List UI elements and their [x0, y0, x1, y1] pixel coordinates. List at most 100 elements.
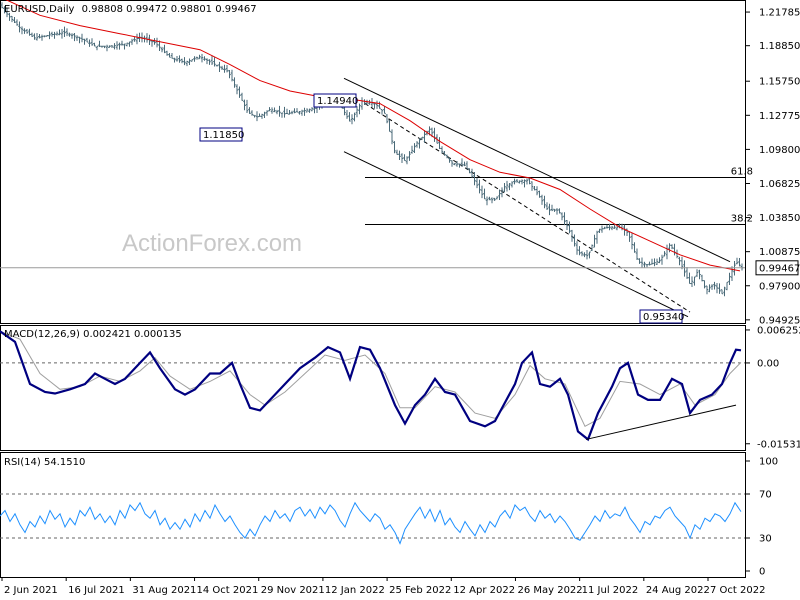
price-bar: [455, 161, 459, 167]
price-bar: [198, 54, 201, 60]
price-bar: [28, 28, 31, 36]
price-bar: [520, 179, 524, 185]
price-bar: [475, 177, 479, 189]
price-bar: [568, 221, 571, 234]
price-bar: [200, 53, 204, 63]
price-bar: [468, 168, 471, 174]
price-bar: [578, 246, 581, 256]
chart-header: EURUSD,Daily 0.98808 0.99472 0.98801 0.9…: [4, 4, 257, 15]
price-bar: [205, 58, 209, 65]
price-bar: [573, 234, 576, 247]
price-bar: [440, 146, 444, 154]
price-bar: [470, 168, 474, 178]
price-annotation-label: 0.95340: [643, 312, 684, 323]
price-bar: [23, 28, 26, 34]
price-bar: [3, 6, 6, 14]
price-bar: [30, 32, 34, 37]
price-bar: [188, 58, 191, 65]
price-y-tick-label: 1.15750: [759, 77, 800, 88]
price-bar: [388, 119, 391, 132]
price-y-axis: 1.21785 1.18850 1.15750 1.12775 1.09800 1.068…: [745, 8, 800, 326]
price-annotations: 0.99467 1.14940 1.11850 0.95340: [199, 93, 800, 324]
price-bar: [423, 130, 426, 143]
price-bar: [483, 188, 486, 200]
price-bar: [420, 136, 424, 140]
price-bar: [728, 272, 731, 285]
price-bar: [208, 59, 211, 65]
price-bar: [680, 256, 684, 270]
price-bar: [155, 37, 159, 48]
price-bar: [700, 274, 704, 282]
price-bar: [400, 153, 404, 163]
price-bar: [595, 230, 599, 244]
price-bar: [243, 99, 246, 111]
price-bar: [238, 86, 241, 98]
rsi-title: RSI(14) 54.1510: [4, 457, 85, 468]
price-bar: [515, 179, 519, 183]
watermark: ActionForex.com: [122, 230, 302, 257]
price-bar: [538, 190, 541, 198]
price-bar: [695, 269, 699, 277]
price-bar: [298, 111, 301, 115]
price-bar: [73, 33, 76, 42]
price-annotation-box: [639, 309, 683, 324]
price-bar: [253, 114, 256, 118]
price-bar: [645, 264, 649, 268]
price-bar: [195, 56, 199, 60]
price-bar: [540, 194, 544, 205]
price-bar: [230, 69, 234, 82]
price-y-tick-label: 0.97900: [759, 281, 800, 292]
rsi-levels: [0, 493, 745, 539]
price-bar: [710, 284, 714, 290]
price-bar: [305, 108, 309, 113]
price-bar: [543, 195, 546, 209]
price-bar: [410, 145, 414, 154]
price-bar: [580, 251, 584, 257]
price-bar: [218, 61, 221, 72]
price-bar: [655, 258, 659, 265]
macd-y-tick-label: -0.015317: [757, 439, 800, 450]
macd-signal-line: [0, 330, 742, 427]
price-bar: [608, 223, 611, 231]
price-bar: [70, 33, 74, 39]
price-bar: [503, 183, 506, 193]
price-bar: [615, 226, 619, 231]
price-bar: [685, 267, 689, 279]
price-bar: [545, 202, 549, 210]
price-bar: [500, 187, 504, 198]
price-bar: [165, 50, 169, 56]
price-bar: [723, 286, 726, 297]
price-bar: [570, 229, 574, 242]
price-bar: [718, 283, 721, 294]
price-bar: [678, 256, 681, 266]
price-bar: [640, 257, 644, 268]
price-bar: [163, 44, 166, 54]
price-bar: [60, 29, 64, 39]
price-bar: [530, 181, 534, 191]
price-bar: [8, 12, 11, 21]
price-bar: [425, 130, 429, 136]
price-bar: [478, 179, 481, 194]
price-bar: [13, 17, 16, 23]
price-bar: [385, 114, 389, 124]
price-bar: [40, 34, 44, 41]
price-bar: [278, 105, 281, 117]
price-bar: [80, 33, 84, 43]
price-bar: [528, 177, 531, 185]
price-bar: [268, 107, 271, 112]
price-bar: [270, 107, 274, 114]
price-bar: [248, 107, 251, 114]
price-bar: [65, 28, 69, 37]
price-bar: [348, 112, 351, 122]
price-bar: [505, 180, 509, 192]
price-bar: [535, 186, 539, 196]
price-bar: [720, 289, 724, 295]
price-y-tick-label: 1.06825: [759, 179, 800, 190]
x-tick-label: 24 Aug 2022: [646, 585, 710, 596]
price-bar: [510, 181, 514, 188]
price-bar: [185, 60, 189, 67]
last-price-label: 0.99467: [759, 263, 800, 274]
price-bar: [418, 138, 421, 149]
price-bar: [160, 46, 164, 53]
price-bar: [130, 38, 134, 45]
